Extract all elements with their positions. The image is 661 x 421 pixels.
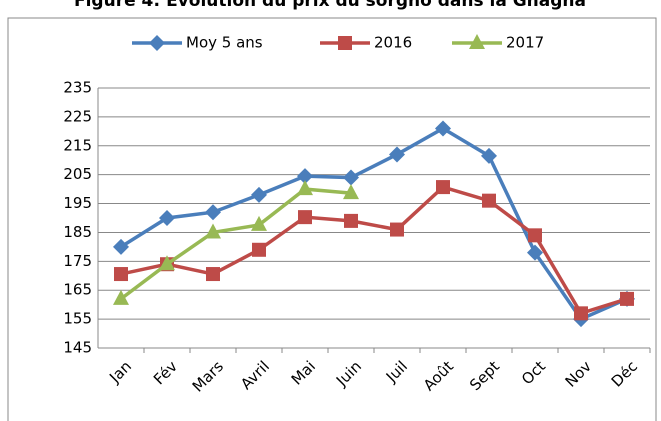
y-tick-label: 205 xyxy=(63,165,92,183)
y-tick-label: 175 xyxy=(63,252,92,270)
marker-square xyxy=(574,306,588,321)
marker-diamond xyxy=(149,35,165,51)
marker-square xyxy=(338,36,352,50)
marker-square xyxy=(252,242,266,257)
y-tick-label: 155 xyxy=(63,310,92,328)
marker-diamond xyxy=(527,244,543,261)
marker-diamond xyxy=(113,238,129,255)
y-tick-label: 225 xyxy=(63,107,92,125)
marker-triangle xyxy=(159,255,175,271)
y-tick-label: 185 xyxy=(63,223,92,241)
marker-square xyxy=(620,291,634,306)
marker-triangle xyxy=(205,223,221,239)
series-line xyxy=(120,185,628,316)
marker-triangle xyxy=(343,184,359,200)
marker-square xyxy=(528,228,542,243)
y-tick-label: 215 xyxy=(63,136,92,154)
chart-title: Figure 4: Evolution du prix du sorgho da… xyxy=(74,0,586,11)
marker-square xyxy=(114,267,128,282)
marker-square xyxy=(344,213,358,228)
marker-diamond xyxy=(251,186,267,203)
y-tick-label: 145 xyxy=(63,339,92,357)
marker-diamond xyxy=(297,168,313,185)
marker-diamond xyxy=(481,147,497,164)
y-tick-label: 235 xyxy=(63,79,92,97)
marker-square xyxy=(482,193,496,208)
legend-label: 2016 xyxy=(374,34,412,52)
marker-triangle xyxy=(113,289,129,305)
marker-square xyxy=(390,222,404,237)
marker-square xyxy=(206,267,220,282)
marker-triangle xyxy=(297,180,313,196)
series-line xyxy=(120,126,628,322)
marker-diamond xyxy=(205,204,221,221)
marker-square xyxy=(298,210,312,225)
marker-diamond xyxy=(159,210,175,226)
marker-triangle xyxy=(251,215,267,231)
marker-diamond xyxy=(343,169,359,186)
marker-diamond xyxy=(435,120,451,137)
y-tick-label: 195 xyxy=(63,194,92,212)
legend-label: Moy 5 ans xyxy=(186,34,263,52)
marker-diamond xyxy=(389,146,405,163)
y-tick-label: 165 xyxy=(63,281,92,299)
legend-label: 2017 xyxy=(506,34,544,52)
marker-triangle xyxy=(469,34,485,49)
marker-square xyxy=(436,180,450,195)
